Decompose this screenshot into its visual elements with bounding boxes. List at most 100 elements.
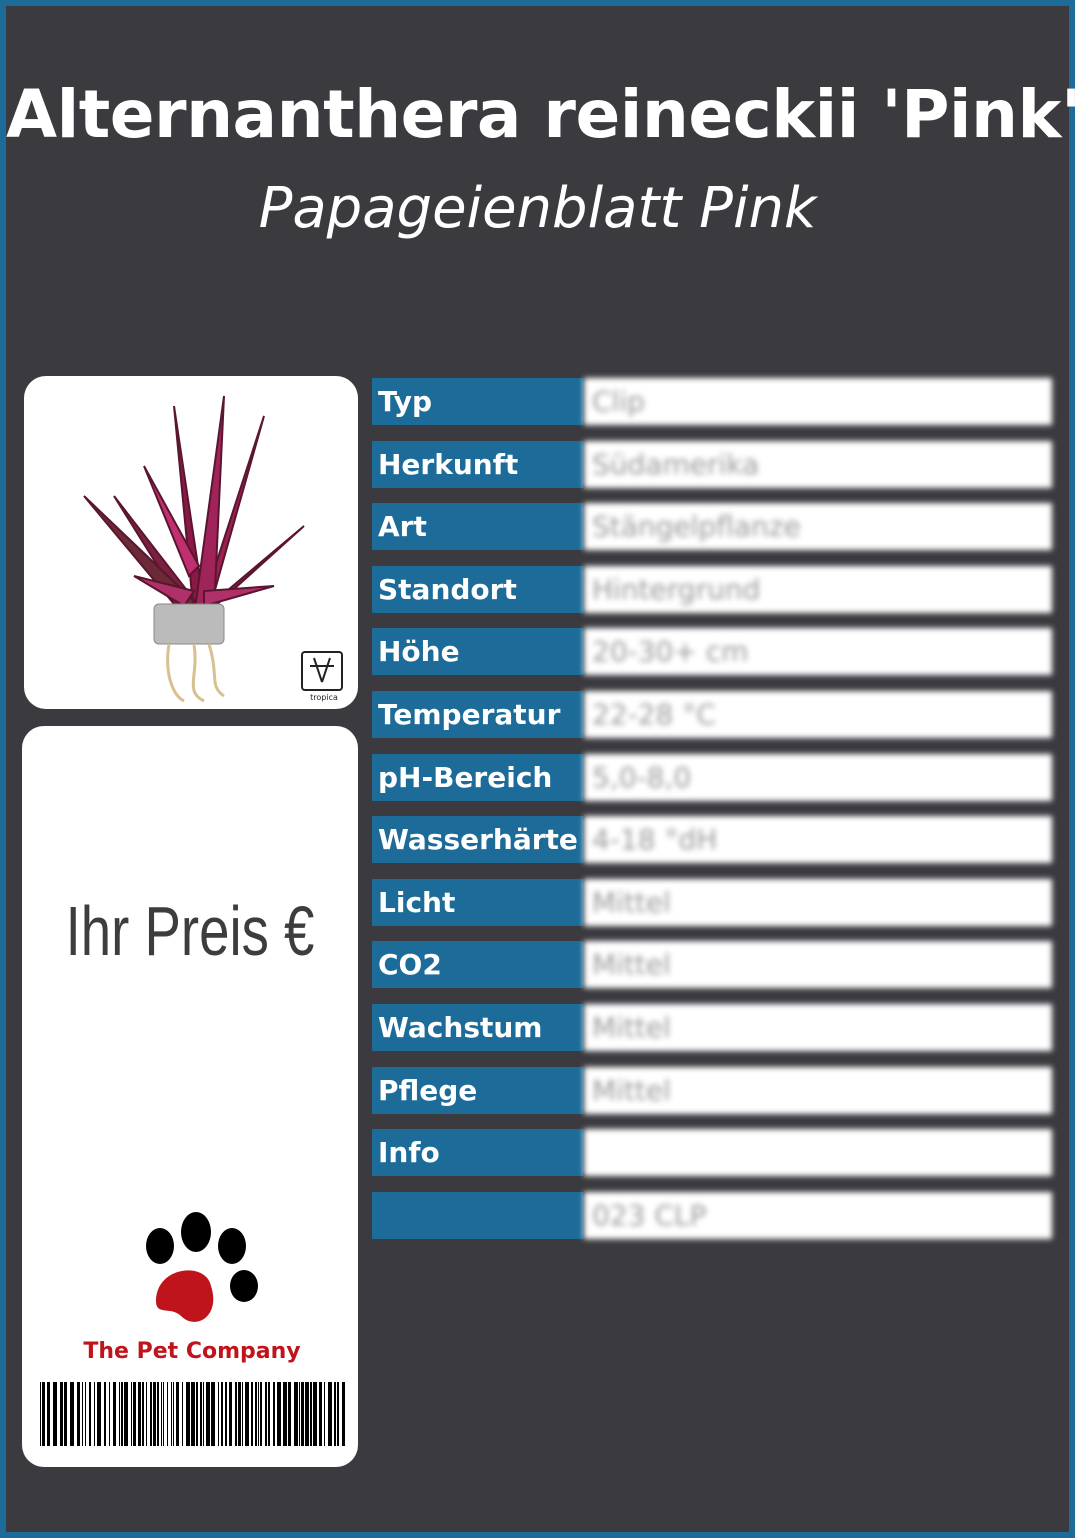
brand-name: The Pet Company [83,1339,301,1364]
price-panel [22,726,358,1467]
plant-image: tropica [83,395,343,703]
barcode-bar [173,1382,174,1446]
barcode-bar [133,1382,136,1446]
barcode-bar [334,1382,336,1446]
barcode-bar [85,1382,86,1446]
row-label [372,1191,583,1239]
barcode-bar [94,1382,95,1446]
barcode-bar [142,1382,144,1446]
row-label: Standort [372,565,583,613]
barcode-bar [191,1382,195,1446]
barcode-bar [324,1382,325,1446]
barcode-bar [60,1382,63,1446]
barcode-bar [153,1382,156,1446]
row-value [584,1129,1052,1177]
barcode-bar [121,1382,123,1446]
barcode-bar [328,1382,332,1446]
barcode-bar [301,1382,304,1446]
barcode [40,1382,345,1446]
row-value: 023 CLP [584,1191,1052,1239]
title: Alternanthera reineckii 'Pink' [6,76,1075,153]
barcode-bar [265,1382,267,1446]
barcode-bar [89,1382,91,1446]
barcode-bar [305,1382,309,1446]
row-label: Wachstum [372,1004,583,1051]
row-value: Mittel [584,1066,1052,1114]
barcode-bar [283,1382,287,1446]
barcode-bar [268,1382,270,1446]
barcode-bar [77,1382,80,1446]
barcode-bar [53,1382,57,1446]
barcode-bar [40,1382,41,1446]
barcode-bar [109,1382,110,1446]
row-label: Temperatur [372,691,583,738]
barcode-bar [119,1382,120,1446]
barcode-bar [161,1382,162,1446]
barcode-bar [294,1382,298,1446]
clip [153,603,225,645]
barcode-bar [255,1382,257,1446]
barcode-bar [47,1382,50,1446]
barcode-bar [150,1382,152,1446]
row-value: 22-28 °C [584,691,1052,738]
logo-text: tropica [310,693,338,702]
barcode-bar [229,1382,232,1446]
row-label: Art [372,503,583,551]
barcode-bar [319,1382,322,1446]
barcode-bar [258,1382,259,1446]
barcode-bar [235,1382,237,1446]
barcode-bar [64,1382,67,1446]
barcode-bar [221,1382,223,1446]
barcode-bar [206,1382,210,1446]
row-label: Licht [372,878,583,926]
row-label: Info [372,1129,583,1177]
barcode-bar [42,1382,45,1446]
barcode-bar [342,1382,345,1446]
row-value: Südamerika [584,440,1052,488]
row-value: 5,0-8,0 [584,753,1052,801]
barcode-bar [225,1382,227,1446]
barcode-bar [138,1382,141,1446]
barcode-bar [82,1382,83,1446]
row-label: Typ [372,378,583,425]
barcode-bar [70,1382,74,1446]
subtitle: Papageienblatt Pink [258,176,817,241]
barcode-bar [104,1382,106,1446]
row-value: 4-18 °dH [584,816,1052,864]
row-label: CO2 [372,941,583,989]
barcode-bar [310,1382,312,1446]
barcode-bar [313,1382,317,1446]
row-value: Mittel [584,941,1052,989]
paw-logo [146,1212,258,1322]
barcode-bar [218,1382,219,1446]
row-label: Höhe [372,628,583,676]
barcode-bar [238,1382,241,1446]
barcode-bar [113,1382,116,1446]
barcode-bar [273,1382,275,1446]
tropica-logo [301,651,343,691]
row-value: Hintergrund [584,565,1052,613]
row-label: Wasserhärte [372,816,583,864]
row-label: Pflege [372,1066,583,1114]
barcode-bar [260,1382,262,1446]
row-value: Stängelpflanze [584,503,1052,551]
barcode-bar [182,1382,183,1446]
row-value: 20-30+ cm [584,628,1052,676]
image-panel: tropica [24,376,358,709]
barcode-bar [196,1382,198,1446]
barcode-bar [203,1382,204,1446]
barcode-bar [146,1382,147,1446]
barcode-bar [277,1382,281,1446]
price-label: Ihr Preis € [65,892,315,970]
barcode-bar [124,1382,128,1446]
barcode-bar [97,1382,101,1446]
row-value: Clip [584,378,1052,425]
barcode-bar [157,1382,159,1446]
barcode-bar [171,1382,172,1446]
barcode-bar [167,1382,168,1446]
row-label: Herkunft [372,440,583,488]
row-label: pH-Bereich [372,753,583,801]
barcode-bar [211,1382,215,1446]
barcode-bar [251,1382,253,1446]
